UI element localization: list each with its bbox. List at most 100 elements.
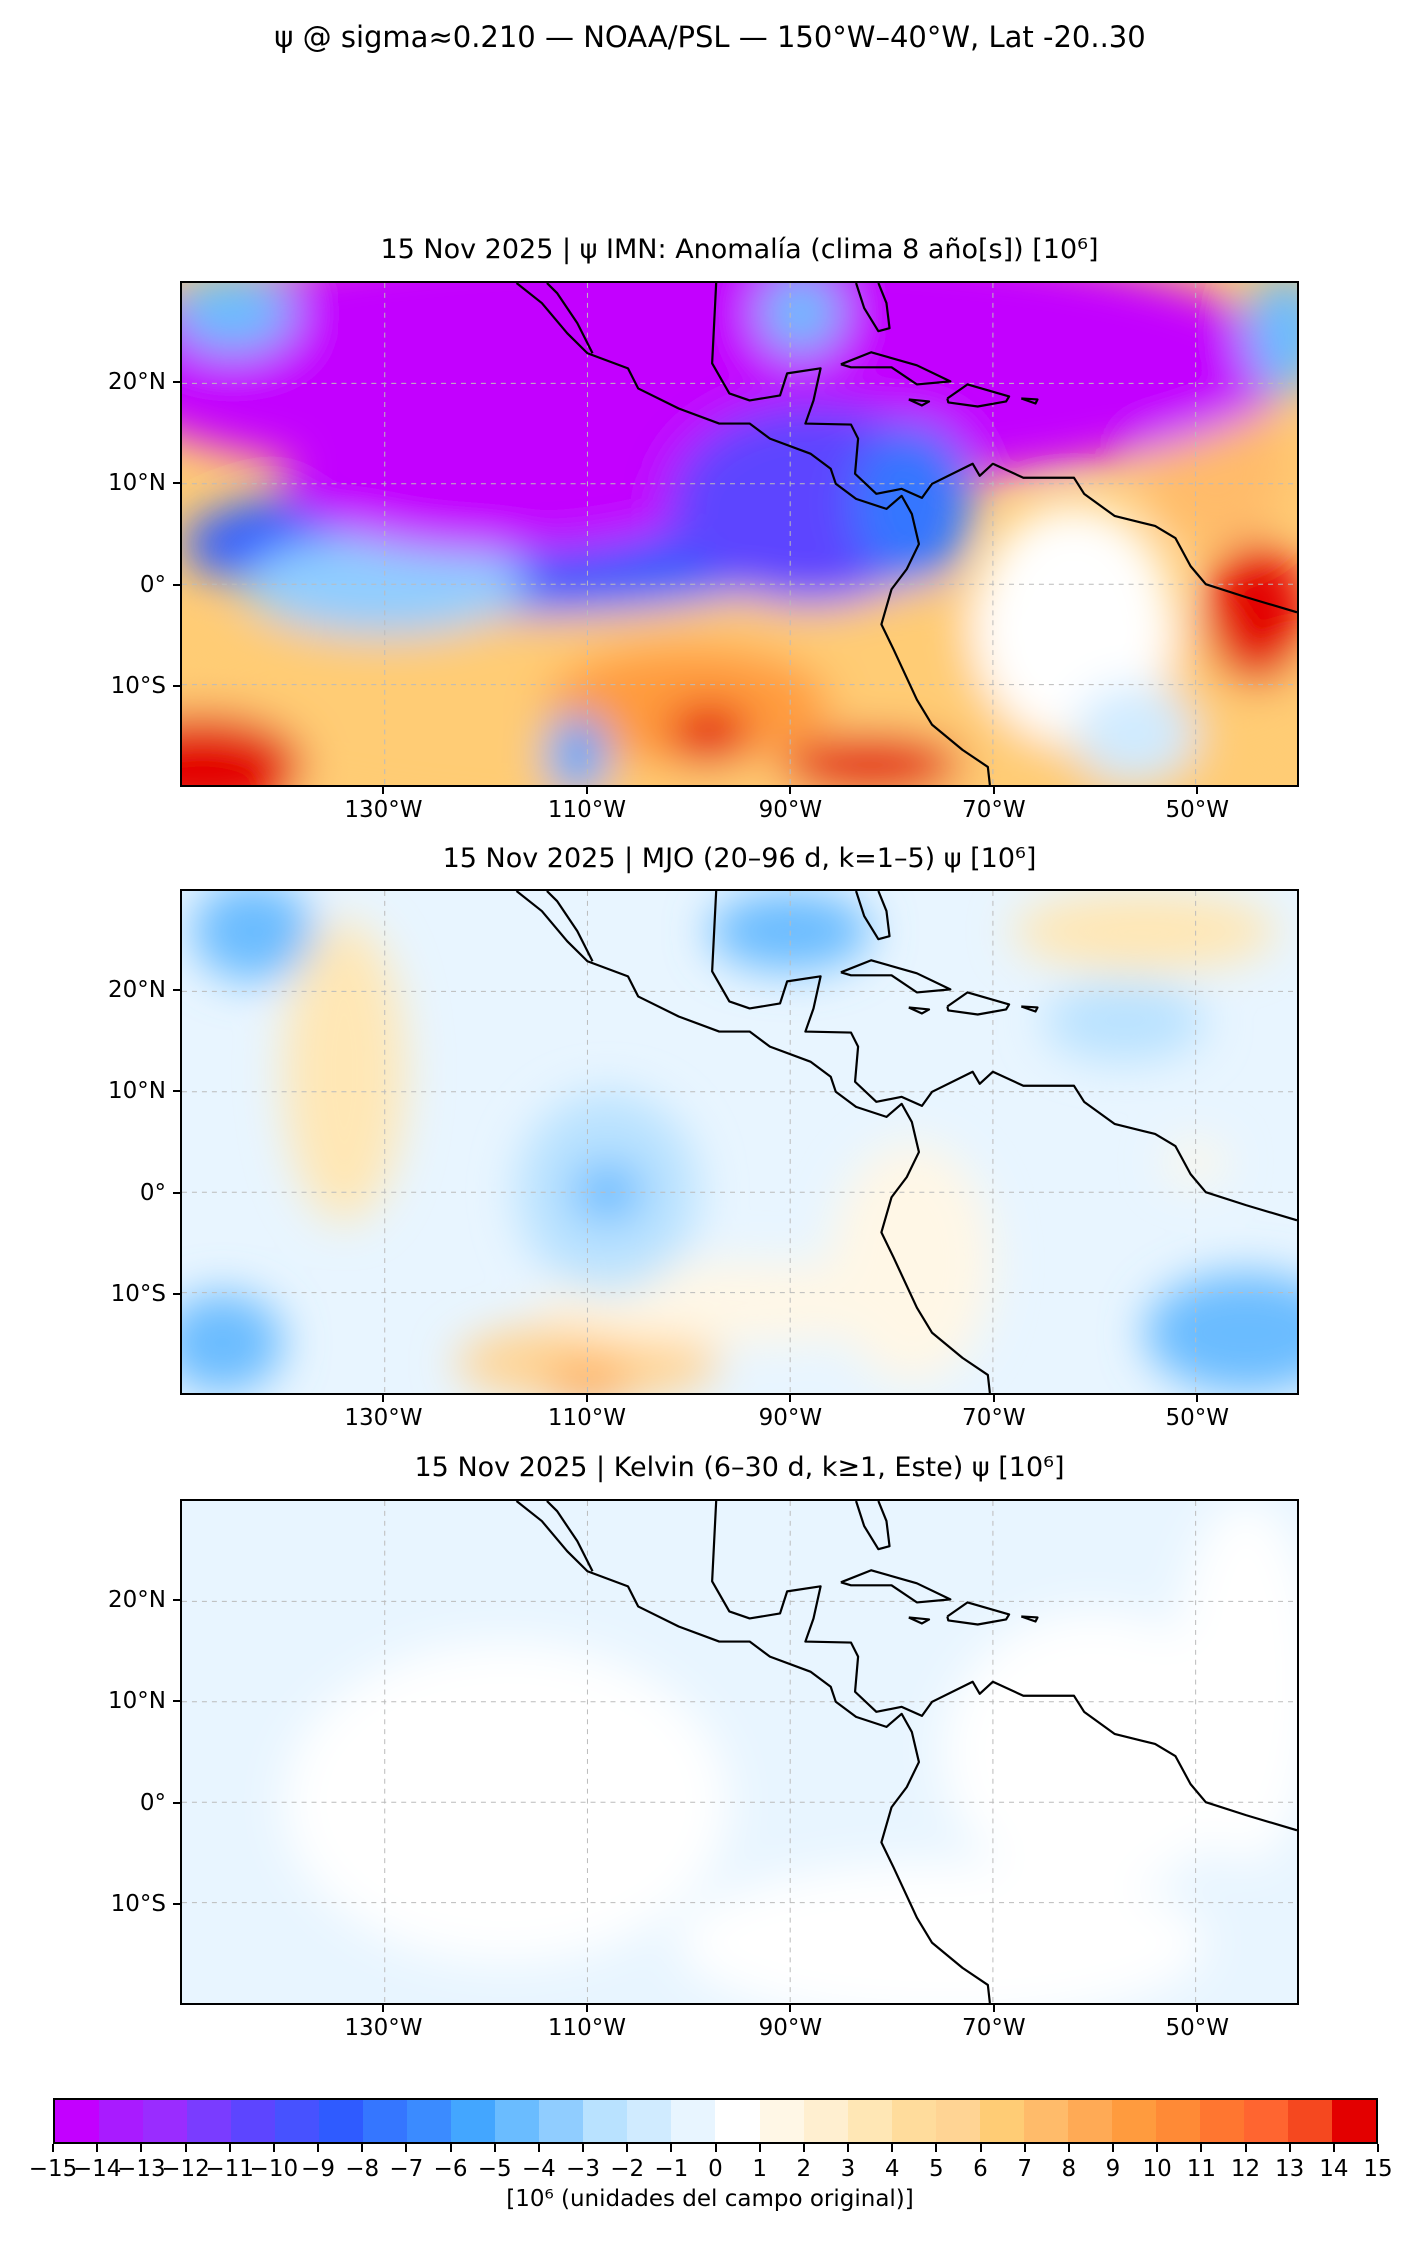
colorbar-tick-mark	[626, 2144, 629, 2152]
colorbar-tick-mark	[1377, 2144, 1379, 2152]
x-tick-label: 70°W	[962, 797, 1026, 823]
coastline	[855, 283, 891, 333]
field-anomaly-region	[1144, 1272, 1297, 1393]
coastline	[855, 1501, 891, 1551]
field-anomaly-region	[850, 423, 973, 585]
field-anomaly-region	[668, 704, 750, 765]
field-anomaly-region	[830, 1142, 993, 1383]
coastline	[1020, 1005, 1039, 1013]
y-tick-label: 10°S	[110, 1890, 166, 1917]
coastline	[515, 891, 991, 1393]
panel-1-map	[180, 281, 1299, 787]
colorbar-bin	[495, 2100, 540, 2142]
y-tick-mark	[173, 381, 180, 384]
colorbar-tick-label: 2	[796, 2156, 812, 2182]
field-anomaly-region	[283, 921, 405, 1223]
colorbar-tick-label: 9	[1105, 2156, 1121, 2182]
colorbar-tick-label: −2	[610, 2156, 645, 2182]
y-tick-label: 10°N	[108, 1688, 166, 1715]
colorbar-tick-label: −7	[389, 2156, 424, 2182]
x-tick-mark	[382, 2005, 385, 2012]
field-anomaly-region	[182, 714, 304, 785]
colorbar-tick-mark	[758, 2144, 761, 2152]
y-tick-label: 10°S	[110, 1280, 166, 1307]
colorbar-tick-label: −15	[28, 2156, 78, 2182]
colorbar-bin	[187, 2100, 232, 2142]
x-tick-mark	[382, 1395, 385, 1402]
colorbar-tick-label: 7	[1017, 2156, 1032, 2182]
y-tick-mark	[173, 1700, 180, 1703]
y-tick-label: 20°N	[108, 977, 166, 1004]
colorbar-tick-label: 12	[1230, 2156, 1261, 2182]
y-tick-mark	[173, 1902, 180, 1905]
field-anomaly-region	[942, 1611, 1247, 1893]
field-anomaly-region	[182, 1292, 284, 1393]
colorbar-tick-mark	[317, 2144, 319, 2152]
colorbar-bin	[1199, 2100, 1244, 2142]
coastline	[946, 383, 1011, 408]
x-tick-label: 90°W	[758, 2015, 823, 2041]
coastline	[546, 283, 594, 354]
colorbar	[53, 2098, 1378, 2144]
y-tick-mark	[173, 684, 180, 687]
coastline	[855, 891, 891, 941]
field-anomaly-region	[283, 413, 730, 555]
coastline	[946, 1601, 1011, 1626]
colorbar-bin	[363, 2100, 408, 2142]
colorbar-tick-mark	[935, 2144, 938, 2152]
x-tick-label: 90°W	[758, 1405, 823, 1431]
x-tick-mark	[382, 787, 385, 794]
colorbar-bin	[891, 2100, 936, 2142]
colorbar-bin	[1287, 2100, 1332, 2142]
x-tick-mark	[992, 787, 995, 794]
colorbar-tick-label: 13	[1275, 2156, 1305, 2182]
colorbar-tick-label: 1	[752, 2156, 767, 2182]
y-tick-label: 10°S	[110, 672, 166, 699]
colorbar-label: [10⁶ (unidades del campo original)]	[506, 2186, 914, 2212]
field-anomaly-region	[182, 283, 294, 354]
x-tick-label: 70°W	[962, 2015, 1026, 2041]
colorbar-bin	[451, 2100, 496, 2142]
colorbar-bin	[1111, 2100, 1156, 2142]
x-tick-label: 50°W	[1165, 1405, 1230, 1431]
colorbar-tick-mark	[979, 2144, 982, 2152]
colorbar-tick-label: 15	[1363, 2156, 1393, 2182]
colorbar-bin	[275, 2100, 320, 2142]
x-tick-mark	[585, 2005, 588, 2012]
coastline	[711, 891, 1297, 1222]
y-tick-mark	[173, 989, 180, 992]
colorbar-tick-mark	[1156, 2144, 1159, 2152]
coastline	[515, 283, 991, 785]
colorbar-tick-mark	[140, 2144, 143, 2152]
x-tick-mark	[992, 1395, 995, 1402]
field-anomaly-region	[1074, 684, 1196, 785]
coastline	[711, 283, 1297, 614]
colorbar-tick-mark	[361, 2144, 364, 2152]
colorbar-bin	[231, 2100, 276, 2142]
colorbar-tick-mark	[582, 2144, 584, 2152]
colorbar-tick-label: −11	[205, 2156, 254, 2182]
colorbar-tick-label: 3	[840, 2156, 856, 2182]
colorbar-tick-mark	[1332, 2144, 1335, 2152]
colorbar-bin	[55, 2100, 100, 2142]
coastline	[515, 1501, 991, 2003]
colorbar-bin	[627, 2100, 672, 2142]
x-tick-mark	[789, 787, 792, 794]
colorbar-tick-mark	[1112, 2144, 1114, 2152]
x-tick-mark	[1196, 2005, 1199, 2012]
x-tick-mark	[789, 2005, 792, 2012]
colorbar-tick-mark	[847, 2144, 849, 2152]
field-anomaly-region	[546, 644, 831, 765]
colorbar-bin	[715, 2100, 760, 2142]
colorbar-tick-label: 10	[1142, 2156, 1172, 2182]
field-anomaly-region	[780, 734, 963, 785]
colorbar-bin	[143, 2100, 188, 2142]
coastline	[840, 1569, 952, 1604]
colorbar-tick-label: 11	[1186, 2156, 1216, 2182]
colorbar-tick-label: −5	[477, 2156, 512, 2182]
colorbar-bin	[759, 2100, 804, 2142]
x-tick-label: 130°W	[344, 797, 423, 823]
coastline	[946, 991, 1011, 1016]
x-tick-mark	[992, 2005, 995, 2012]
colorbar-bin	[407, 2100, 452, 2142]
